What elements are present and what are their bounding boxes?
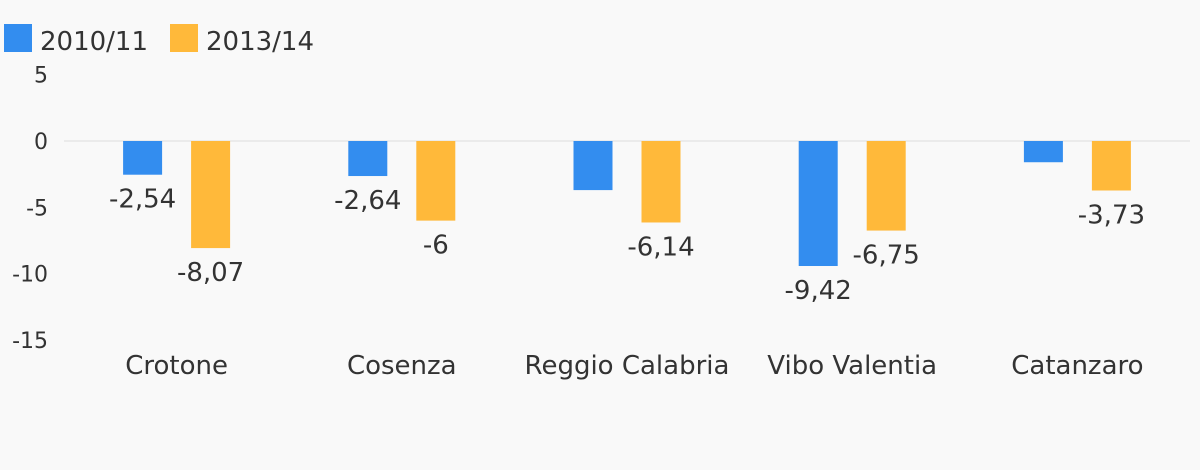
data-label: -3,73 <box>1078 200 1145 230</box>
bar-catanzaro-2 <box>1091 141 1131 191</box>
category-label: Crotone <box>125 351 228 381</box>
category-label: Cosenza <box>347 351 457 381</box>
y-tick-label: -5 <box>26 196 48 221</box>
data-label: -6,14 <box>627 232 694 262</box>
data-label: -2,54 <box>109 185 176 215</box>
bar-reggio-calabria-1 <box>573 141 613 191</box>
bar-vibo-valentia-2 <box>866 141 906 231</box>
legend: 2010/11 2013/14 <box>4 24 314 57</box>
data-labels: -2,54 -8,07 -2,64 -6 -6,14 -9,42-6,75 -3,73 <box>109 185 1145 306</box>
data-label: -8,07 <box>177 258 244 288</box>
category-label: Vibo Valentia <box>767 351 937 381</box>
bars <box>123 141 1131 267</box>
category-label: Catanzaro <box>1011 351 1143 381</box>
legend-swatch-2 <box>170 24 198 52</box>
data-label: -6,75 <box>853 241 920 271</box>
legend-swatch-1 <box>4 24 32 52</box>
y-tick-label: 0 <box>34 130 48 155</box>
bar-cosenza-1 <box>348 141 388 177</box>
bar-crotone-1 <box>123 141 163 175</box>
y-axis: 5 0 -5 -10 -15 <box>12 64 48 354</box>
y-tick-label: -10 <box>12 263 48 288</box>
y-tick-label: 5 <box>34 64 48 89</box>
data-label: -2,64 <box>334 186 401 216</box>
bar-crotone-2 <box>191 141 231 249</box>
category-label: Reggio Calabria <box>525 351 730 381</box>
legend-label-2: 2013/14 <box>206 27 314 57</box>
y-tick-label: -15 <box>12 329 48 354</box>
bar-vibo-valentia-1 <box>798 141 838 267</box>
bar-catanzaro-1 <box>1023 141 1063 163</box>
x-axis: Crotone Cosenza Reggio Calabria Vibo Valent… <box>125 351 1143 381</box>
data-label: -6 <box>423 231 449 261</box>
legend-label-1: 2010/11 <box>40 27 148 57</box>
bar-cosenza-2 <box>416 141 456 221</box>
data-label: -9,42 <box>785 276 852 306</box>
bar-reggio-calabria-2 <box>641 141 681 223</box>
